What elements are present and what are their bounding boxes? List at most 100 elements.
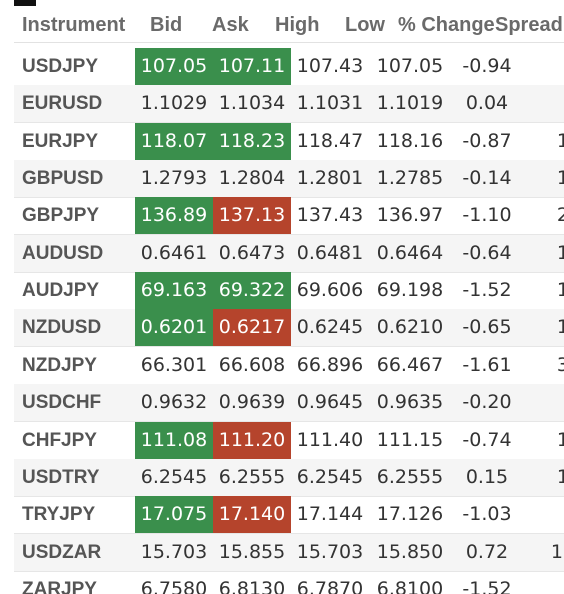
change-cell: -1.52 bbox=[462, 279, 512, 302]
header-ask[interactable]: Ask bbox=[212, 14, 249, 36]
high-cell: 107.43 bbox=[296, 55, 364, 77]
instrument-cell: AUDUSD bbox=[22, 242, 104, 264]
table-header: Instrument Bid Ask High Low % Change Spr… bbox=[14, 6, 564, 43]
header-instrument[interactable]: Instrument bbox=[22, 14, 126, 36]
change-cell: -0.64 bbox=[462, 241, 512, 264]
bid-cell: 6.2545 bbox=[140, 465, 208, 488]
ask-cell: 17.140 bbox=[213, 496, 291, 534]
low-cell: 17.126 bbox=[376, 503, 444, 526]
high-cell: 137.43 bbox=[296, 204, 364, 227]
high-cell: 0.6481 bbox=[296, 241, 364, 264]
ask-cell: 6.8130 bbox=[218, 577, 286, 594]
bid-cell: 107.05 bbox=[135, 48, 213, 85]
bid-cell: 1.2793 bbox=[140, 167, 208, 190]
low-cell: 0.9635 bbox=[376, 391, 444, 414]
spread-cell: 16 bbox=[556, 279, 564, 302]
ask-cell: 0.9639 bbox=[218, 391, 286, 414]
header-change[interactable]: % Change bbox=[398, 14, 495, 36]
ask-cell: 1.1034 bbox=[218, 92, 286, 115]
spread-cell: 7 bbox=[539, 496, 564, 533]
change-cell: -0.94 bbox=[462, 55, 512, 77]
header-bid[interactable]: Bid bbox=[150, 14, 183, 36]
spread-cell: 24 bbox=[556, 204, 564, 227]
low-cell: 107.05 bbox=[376, 55, 444, 77]
ask-cell: 69.322 bbox=[213, 272, 291, 310]
spread-cell: 12 bbox=[556, 428, 564, 451]
change-cell: -0.14 bbox=[462, 167, 512, 190]
spread-cell: 16 bbox=[556, 129, 564, 152]
header-spread[interactable]: Spread bbox=[495, 14, 563, 36]
change-cell: -0.65 bbox=[462, 316, 512, 339]
low-cell: 15.850 bbox=[376, 540, 444, 563]
ask-cell: 0.6217 bbox=[213, 309, 291, 347]
table-row[interactable]: AUDUSD 0.6461 0.6473 0.6481 0.6464 -0.64 13 bbox=[14, 234, 564, 273]
change-cell: -0.74 bbox=[462, 428, 512, 451]
low-cell: 6.2555 bbox=[376, 465, 444, 488]
instrument-cell: NZDJPY bbox=[22, 354, 97, 376]
ask-cell: 137.13 bbox=[213, 197, 291, 235]
instrument-cell: ZARJPY bbox=[22, 578, 97, 594]
table-row[interactable]: USDCHF 0.9632 0.9639 0.9645 0.9635 -0.20 7 bbox=[14, 384, 564, 423]
ask-cell: 15.855 bbox=[218, 540, 286, 563]
spread-cell: 10 bbox=[556, 465, 564, 488]
ask-cell: 6.2555 bbox=[218, 465, 286, 488]
high-cell: 0.6245 bbox=[296, 316, 364, 339]
table-row[interactable]: USDZAR 15.703 15.855 15.703 15.850 0.72 151 bbox=[14, 533, 564, 572]
instrument-cell: USDZAR bbox=[22, 541, 102, 563]
high-cell: 0.9645 bbox=[296, 391, 364, 414]
high-cell: 111.40 bbox=[296, 428, 364, 451]
ask-cell: 66.608 bbox=[218, 353, 286, 376]
high-cell: 1.2801 bbox=[296, 167, 364, 190]
instrument-cell: GBPUSD bbox=[22, 168, 104, 190]
instrument-cell: USDJPY bbox=[22, 56, 99, 77]
spread-cell: 10 bbox=[556, 167, 564, 190]
instrument-cell: EURUSD bbox=[22, 93, 103, 115]
table-row[interactable]: GBPUSD 1.2793 1.2804 1.2801 1.2785 -0.14 10 bbox=[14, 160, 564, 199]
bid-cell: 66.301 bbox=[140, 353, 208, 376]
high-cell: 6.7870 bbox=[296, 577, 364, 594]
bid-cell: 0.9632 bbox=[140, 391, 208, 414]
low-cell: 66.467 bbox=[376, 353, 444, 376]
bid-cell: 1.1029 bbox=[140, 92, 208, 115]
high-cell: 17.144 bbox=[296, 503, 364, 526]
bid-cell: 0.6201 bbox=[135, 309, 213, 347]
bid-cell: 136.89 bbox=[135, 197, 213, 235]
low-cell: 0.6464 bbox=[376, 241, 444, 264]
spread-cell: 13 bbox=[556, 241, 564, 264]
instrument-cell: NZDUSD bbox=[22, 317, 102, 339]
ask-cell: 1.2804 bbox=[218, 167, 286, 190]
ask-cell: 111.20 bbox=[213, 421, 291, 459]
table-row[interactable]: ZARJPY 6.7580 6.8130 6.7870 6.8100 -1.52 5 bbox=[14, 571, 564, 594]
ask-cell: 107.11 bbox=[213, 48, 291, 85]
spread-cell: 16 bbox=[556, 316, 564, 339]
header-high[interactable]: High bbox=[275, 14, 320, 36]
change-cell: -1.61 bbox=[462, 353, 512, 376]
ask-cell: 118.23 bbox=[213, 122, 291, 160]
high-cell: 69.606 bbox=[296, 279, 364, 302]
header-low[interactable]: Low bbox=[345, 14, 385, 36]
high-cell: 6.2545 bbox=[296, 465, 364, 488]
spread-cell: 6 bbox=[539, 48, 564, 85]
change-cell: -0.20 bbox=[462, 391, 512, 414]
bid-cell: 111.08 bbox=[135, 421, 213, 459]
table-row[interactable]: USDTRY 6.2545 6.2555 6.2545 6.2555 0.15 10 bbox=[14, 458, 564, 497]
low-cell: 118.16 bbox=[376, 129, 444, 152]
left-edge bbox=[0, 0, 14, 594]
change-cell: -1.52 bbox=[462, 577, 512, 594]
spread-cell: 31 bbox=[556, 353, 564, 376]
instrument-cell: USDTRY bbox=[22, 466, 100, 488]
instrument-cell: EURJPY bbox=[22, 130, 99, 152]
table-row[interactable]: NZDJPY 66.301 66.608 66.896 66.467 -1.61 31 bbox=[14, 347, 564, 385]
change-cell: 0.04 bbox=[465, 92, 509, 115]
spread-cell: 7 bbox=[539, 384, 564, 421]
high-cell: 15.703 bbox=[296, 540, 364, 563]
table-row[interactable]: EURUSD 1.1029 1.1034 1.1031 1.1019 0.04 5 bbox=[14, 85, 564, 124]
spread-cell: 5 bbox=[539, 571, 564, 594]
